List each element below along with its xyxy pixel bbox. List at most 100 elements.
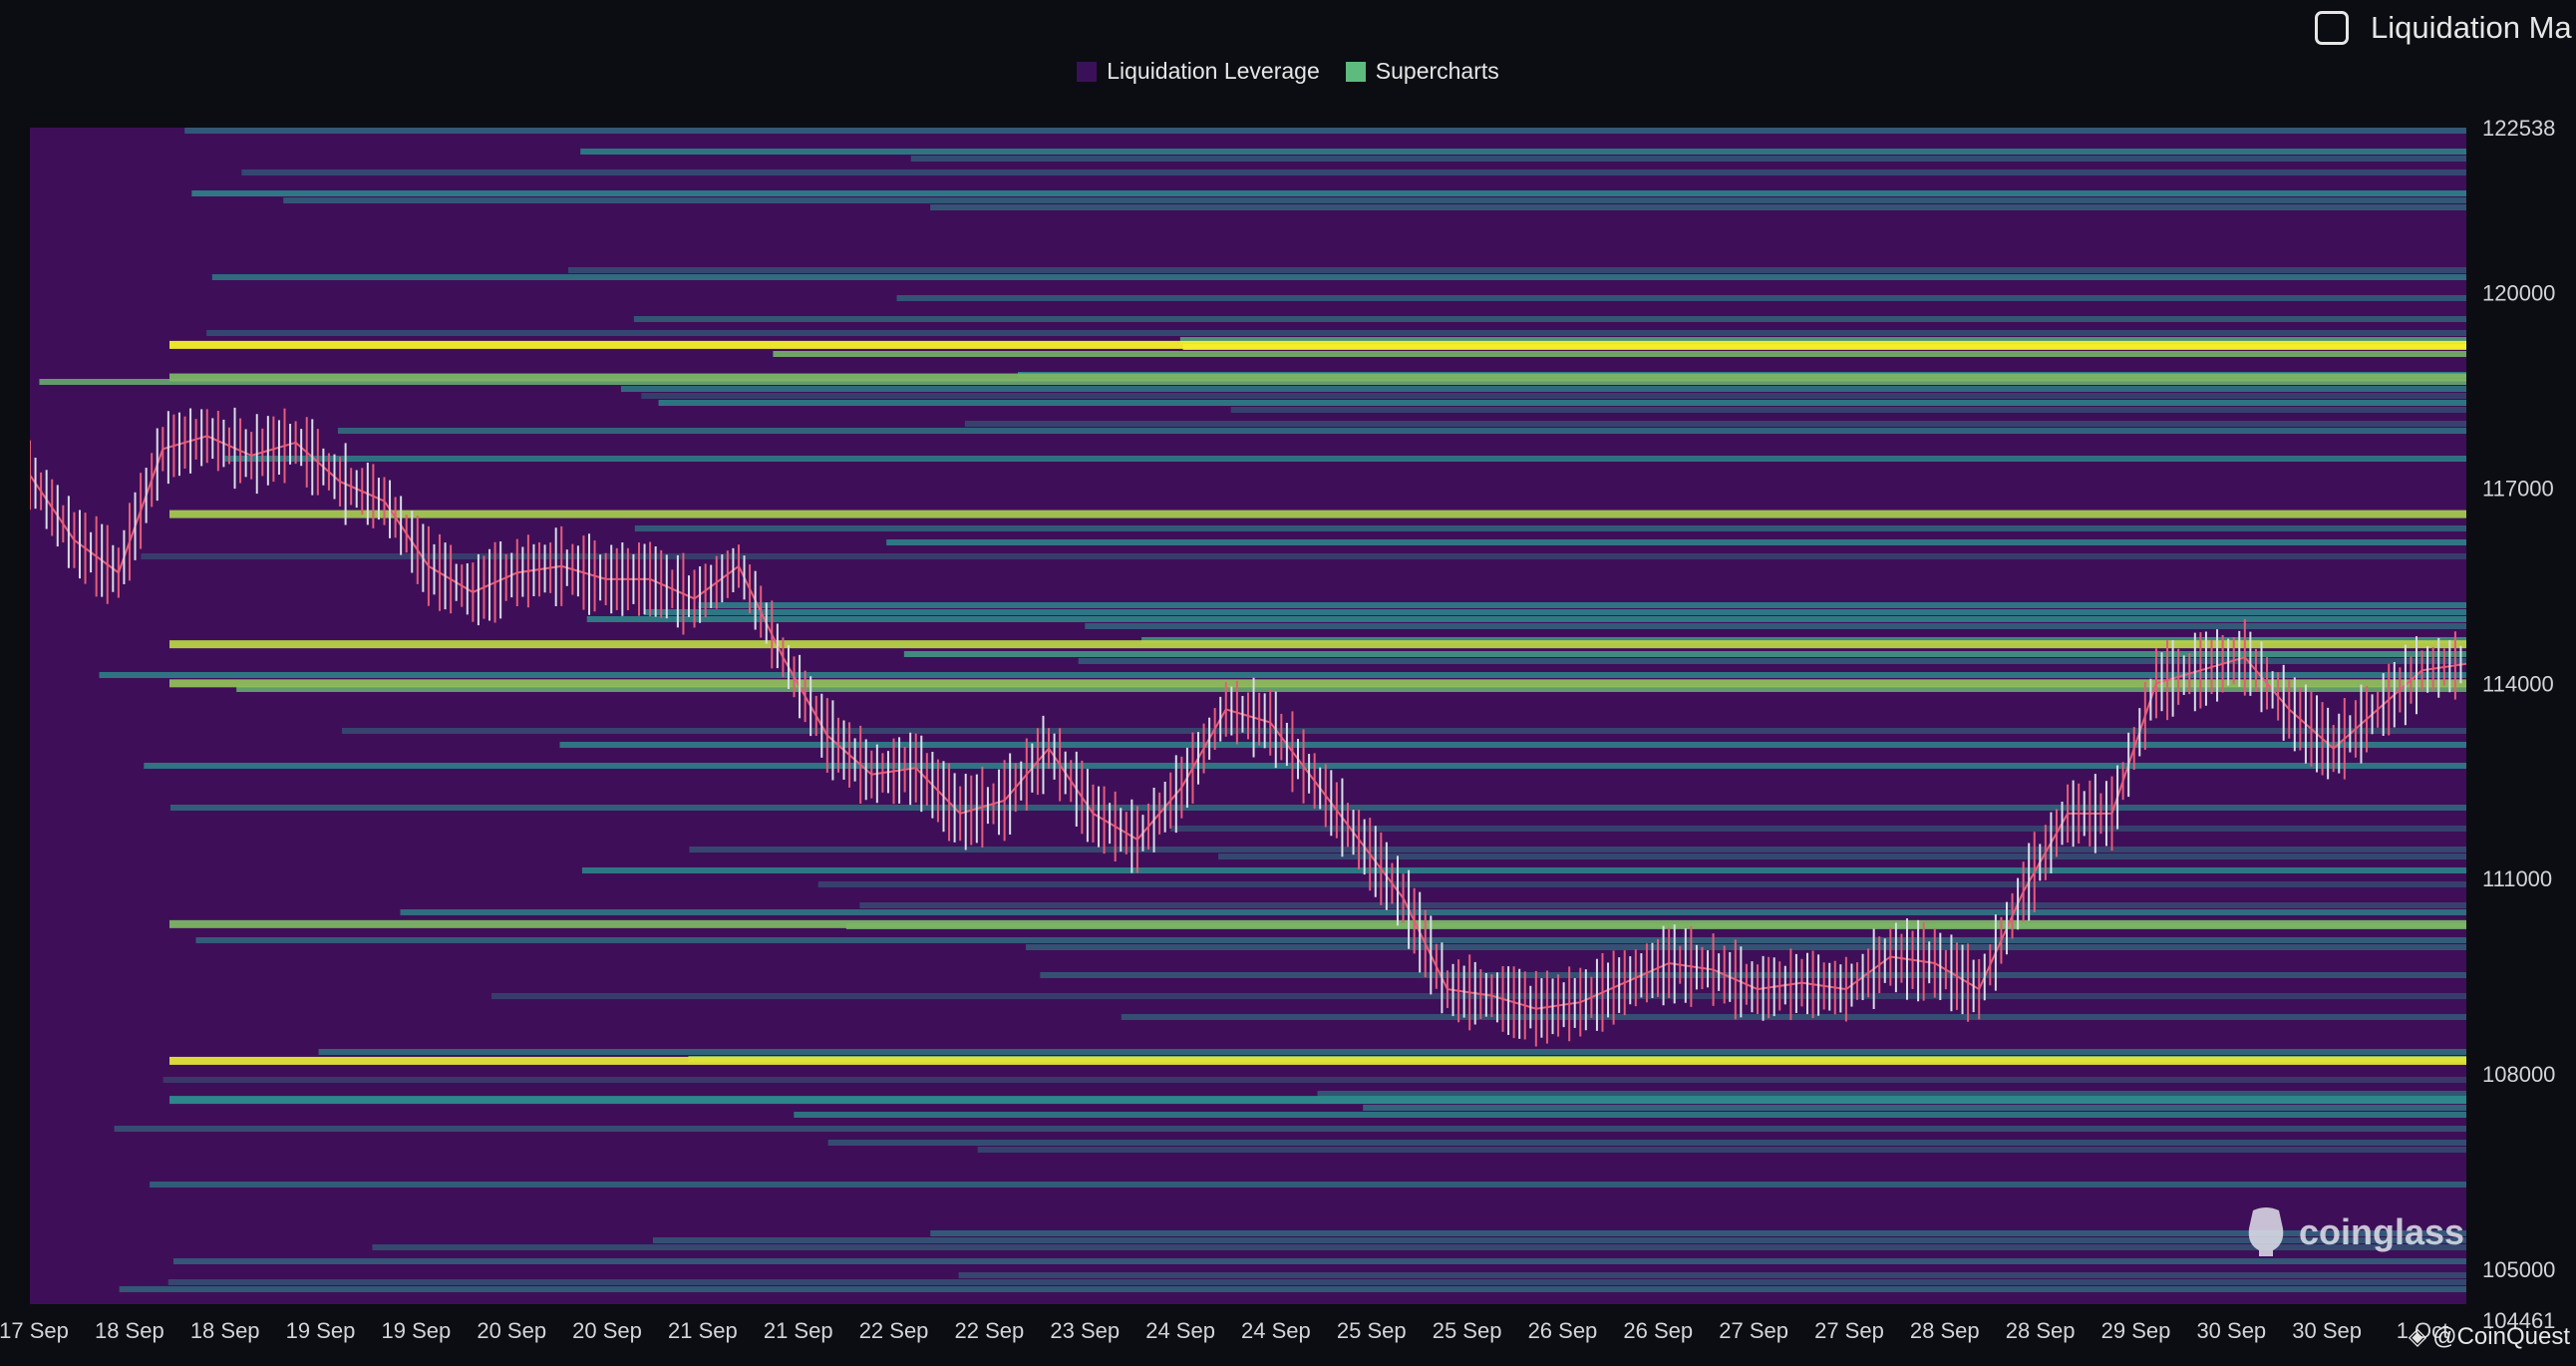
heat-stripe	[1317, 1091, 2466, 1097]
x-tick-label: 25 Sep	[1433, 1318, 1502, 1343]
heat-stripe	[689, 847, 2466, 853]
heat-band	[169, 340, 2466, 349]
heat-stripe	[162, 1077, 2466, 1083]
y-axis-ticks: 122538 120000 117000 114000 111000 108000 1050…	[2482, 116, 2555, 1333]
x-tick-label: 17 Sep	[0, 1318, 69, 1343]
heat-stripe	[99, 672, 2466, 678]
heat-stripe	[658, 400, 2466, 406]
heat-stripe	[817, 881, 2466, 887]
heat-stripe	[559, 742, 2466, 748]
heat-stripe	[211, 274, 2466, 280]
checkbox[interactable]	[2315, 11, 2349, 45]
heat-stripe	[150, 1182, 2466, 1188]
x-tick-label: 26 Sep	[1623, 1318, 1693, 1343]
x-tick-label: 30 Sep	[2292, 1318, 2362, 1343]
legend: Liquidation Leverage Supercharts	[0, 58, 2576, 85]
heat-stripe	[1040, 972, 2466, 978]
legend-swatch-supercharts	[1345, 61, 1366, 82]
heat-stripe	[337, 428, 2466, 434]
legend-item-liquidation-leverage[interactable]: Liquidation Leverage	[1077, 58, 1320, 85]
price-candles	[30, 407, 2466, 1047]
heat-stripe	[620, 386, 2466, 392]
heat-stripe	[930, 1230, 2466, 1236]
heat-stripe	[1363, 1105, 2466, 1111]
heat-band	[169, 1056, 2466, 1065]
heat-stripe	[400, 909, 2466, 915]
x-tick-label: 19 Sep	[381, 1318, 451, 1343]
legend-item-supercharts[interactable]: Supercharts	[1345, 58, 1499, 85]
x-tick-label: 30 Sep	[2196, 1318, 2266, 1343]
heat-stripe	[930, 204, 2466, 210]
heat-stripe	[1230, 407, 2466, 413]
x-tick-label: 21 Sep	[668, 1318, 738, 1343]
heat-stripe	[910, 156, 2466, 162]
watermark-text: coinglass	[2299, 1211, 2465, 1252]
heat-stripe	[172, 1258, 2466, 1264]
heat-stripe	[586, 616, 2466, 622]
heat-stripe	[568, 267, 2466, 273]
x-tick-label: 25 Sep	[1337, 1318, 1407, 1343]
heat-stripe	[195, 937, 2466, 943]
x-tick-label: 23 Sep	[1050, 1318, 1120, 1343]
y-tick-label: 104461	[2482, 1308, 2555, 1333]
credit-text: @CoinQuest	[2432, 1322, 2570, 1350]
heatmap-bands	[39, 128, 2466, 1292]
y-tick-label: 114000	[2482, 671, 2554, 696]
heat-band	[169, 373, 2466, 382]
x-tick-label: 18 Sep	[190, 1318, 260, 1343]
x-tick-label: 1 Oct	[2397, 1318, 2449, 1343]
heat-stripe	[236, 686, 2466, 692]
heat-stripe	[241, 170, 2466, 175]
x-tick-label: 26 Sep	[1528, 1318, 1598, 1343]
heat-stripe	[634, 525, 2466, 531]
heat-stripe	[1025, 944, 2466, 950]
heat-stripe	[169, 805, 2466, 811]
heat-stripe	[794, 1112, 2466, 1118]
liquidation-map-toggle[interactable]: Liquidation Ma	[2315, 10, 2572, 46]
legend-label-liquidation-leverage: Liquidation Leverage	[1107, 58, 1320, 84]
heat-stripe	[827, 1140, 2466, 1146]
heat-stripe	[372, 1244, 2466, 1250]
heat-stripe	[581, 867, 2466, 873]
heat-stripe	[859, 902, 2466, 908]
x-tick-label: 22 Sep	[955, 1318, 1025, 1343]
heat-stripe	[977, 1147, 2466, 1153]
heat-stripe	[167, 1279, 2466, 1285]
y-tick-label: 111000	[2482, 866, 2552, 891]
x-tick-label: 20 Sep	[477, 1318, 546, 1343]
heat-stripe	[283, 197, 2466, 203]
y-tick-label: 108000	[2482, 1062, 2555, 1087]
coinglass-logo-icon	[2248, 1207, 2284, 1256]
heat-stripe	[144, 763, 2466, 769]
heat-band	[169, 510, 2466, 518]
heat-stripe	[641, 393, 2466, 399]
checkbox-label: Liquidation Ma	[2371, 10, 2572, 45]
y-tick-label: 120000	[2482, 281, 2555, 306]
y-tick-label: 105000	[2482, 1257, 2555, 1282]
heat-stripe	[1218, 854, 2466, 859]
heat-stripe	[886, 539, 2466, 545]
heat-band	[169, 919, 2466, 928]
heat-stripe	[1179, 337, 2466, 343]
heat-stripe	[633, 316, 2466, 322]
coinglass-watermark: coinglass	[2243, 1206, 2464, 1258]
x-tick-label: 28 Sep	[2006, 1318, 2076, 1343]
heat-stripe	[964, 421, 2466, 427]
heat-stripe	[1085, 623, 2466, 629]
heat-stripe	[224, 456, 2466, 462]
heat-band	[169, 679, 2466, 688]
x-tick-label: 18 Sep	[95, 1318, 164, 1343]
heat-stripe	[1141, 637, 2466, 643]
x-tick-label: 22 Sep	[859, 1318, 929, 1343]
heat-stripe	[652, 1237, 2466, 1243]
x-axis-ticks: 17 Sep 18 Sep 18 Sep 19 Sep 19 Sep 20 Sep 20 S…	[0, 1318, 2448, 1343]
heat-stripe	[184, 128, 2466, 134]
heat-stripe	[1121, 1014, 2466, 1020]
heat-stripe	[318, 1049, 2466, 1055]
heat-stripe	[39, 379, 2466, 385]
heat-stripe	[341, 728, 2466, 734]
heat-stripe	[206, 330, 2466, 336]
x-tick-label: 21 Sep	[764, 1318, 833, 1343]
y-tick-label: 117000	[2482, 477, 2554, 502]
